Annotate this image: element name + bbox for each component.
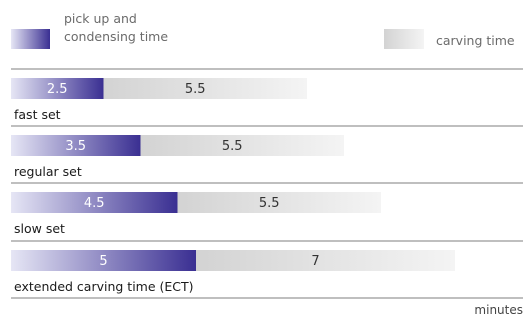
bar-carving (140, 135, 344, 156)
bar-pickup-condensing (11, 250, 196, 271)
bar-rows: 2.5 5.5 fast set 3.5 5.5 regular set 4.5 5.5 slo… (11, 68, 523, 299)
legend-label-pickup: pick up and condensing time (64, 11, 168, 44)
bar-carving (196, 250, 455, 271)
legend-label-pickup-line1: pick up and (64, 11, 137, 26)
data-label-carving: 5.5 (185, 82, 206, 97)
data-label-pickup-condensing: 2.5 (47, 82, 68, 97)
category-label: slow set (14, 221, 65, 236)
bar-carving (103, 78, 307, 99)
legend-label-carving: carving time (436, 33, 515, 48)
bar-pickup-condensing (11, 192, 178, 213)
category-label: regular set (14, 164, 82, 179)
bar-pickup-condensing (11, 78, 104, 99)
data-label-pickup-condensing: 3.5 (65, 139, 86, 154)
legend-swatch-carving (384, 29, 424, 49)
legend-label-pickup-line2: condensing time (64, 29, 168, 44)
data-label-carving: 5.5 (222, 139, 243, 154)
legend-swatch-pickup (11, 29, 50, 49)
category-label: extended carving time (ECT) (14, 279, 194, 294)
data-label-carving: 7 (311, 254, 319, 269)
data-label-carving: 5.5 (259, 196, 280, 211)
legend: pick up and condensing time carving time (11, 11, 515, 49)
bar-carving (177, 192, 381, 213)
data-label-pickup-condensing: 4.5 (84, 196, 105, 211)
category-label: fast set (14, 107, 61, 122)
bar-pickup-condensing (11, 135, 141, 156)
x-axis-unit-label: minutes (474, 303, 523, 317)
data-label-pickup-condensing: 5 (99, 254, 107, 269)
